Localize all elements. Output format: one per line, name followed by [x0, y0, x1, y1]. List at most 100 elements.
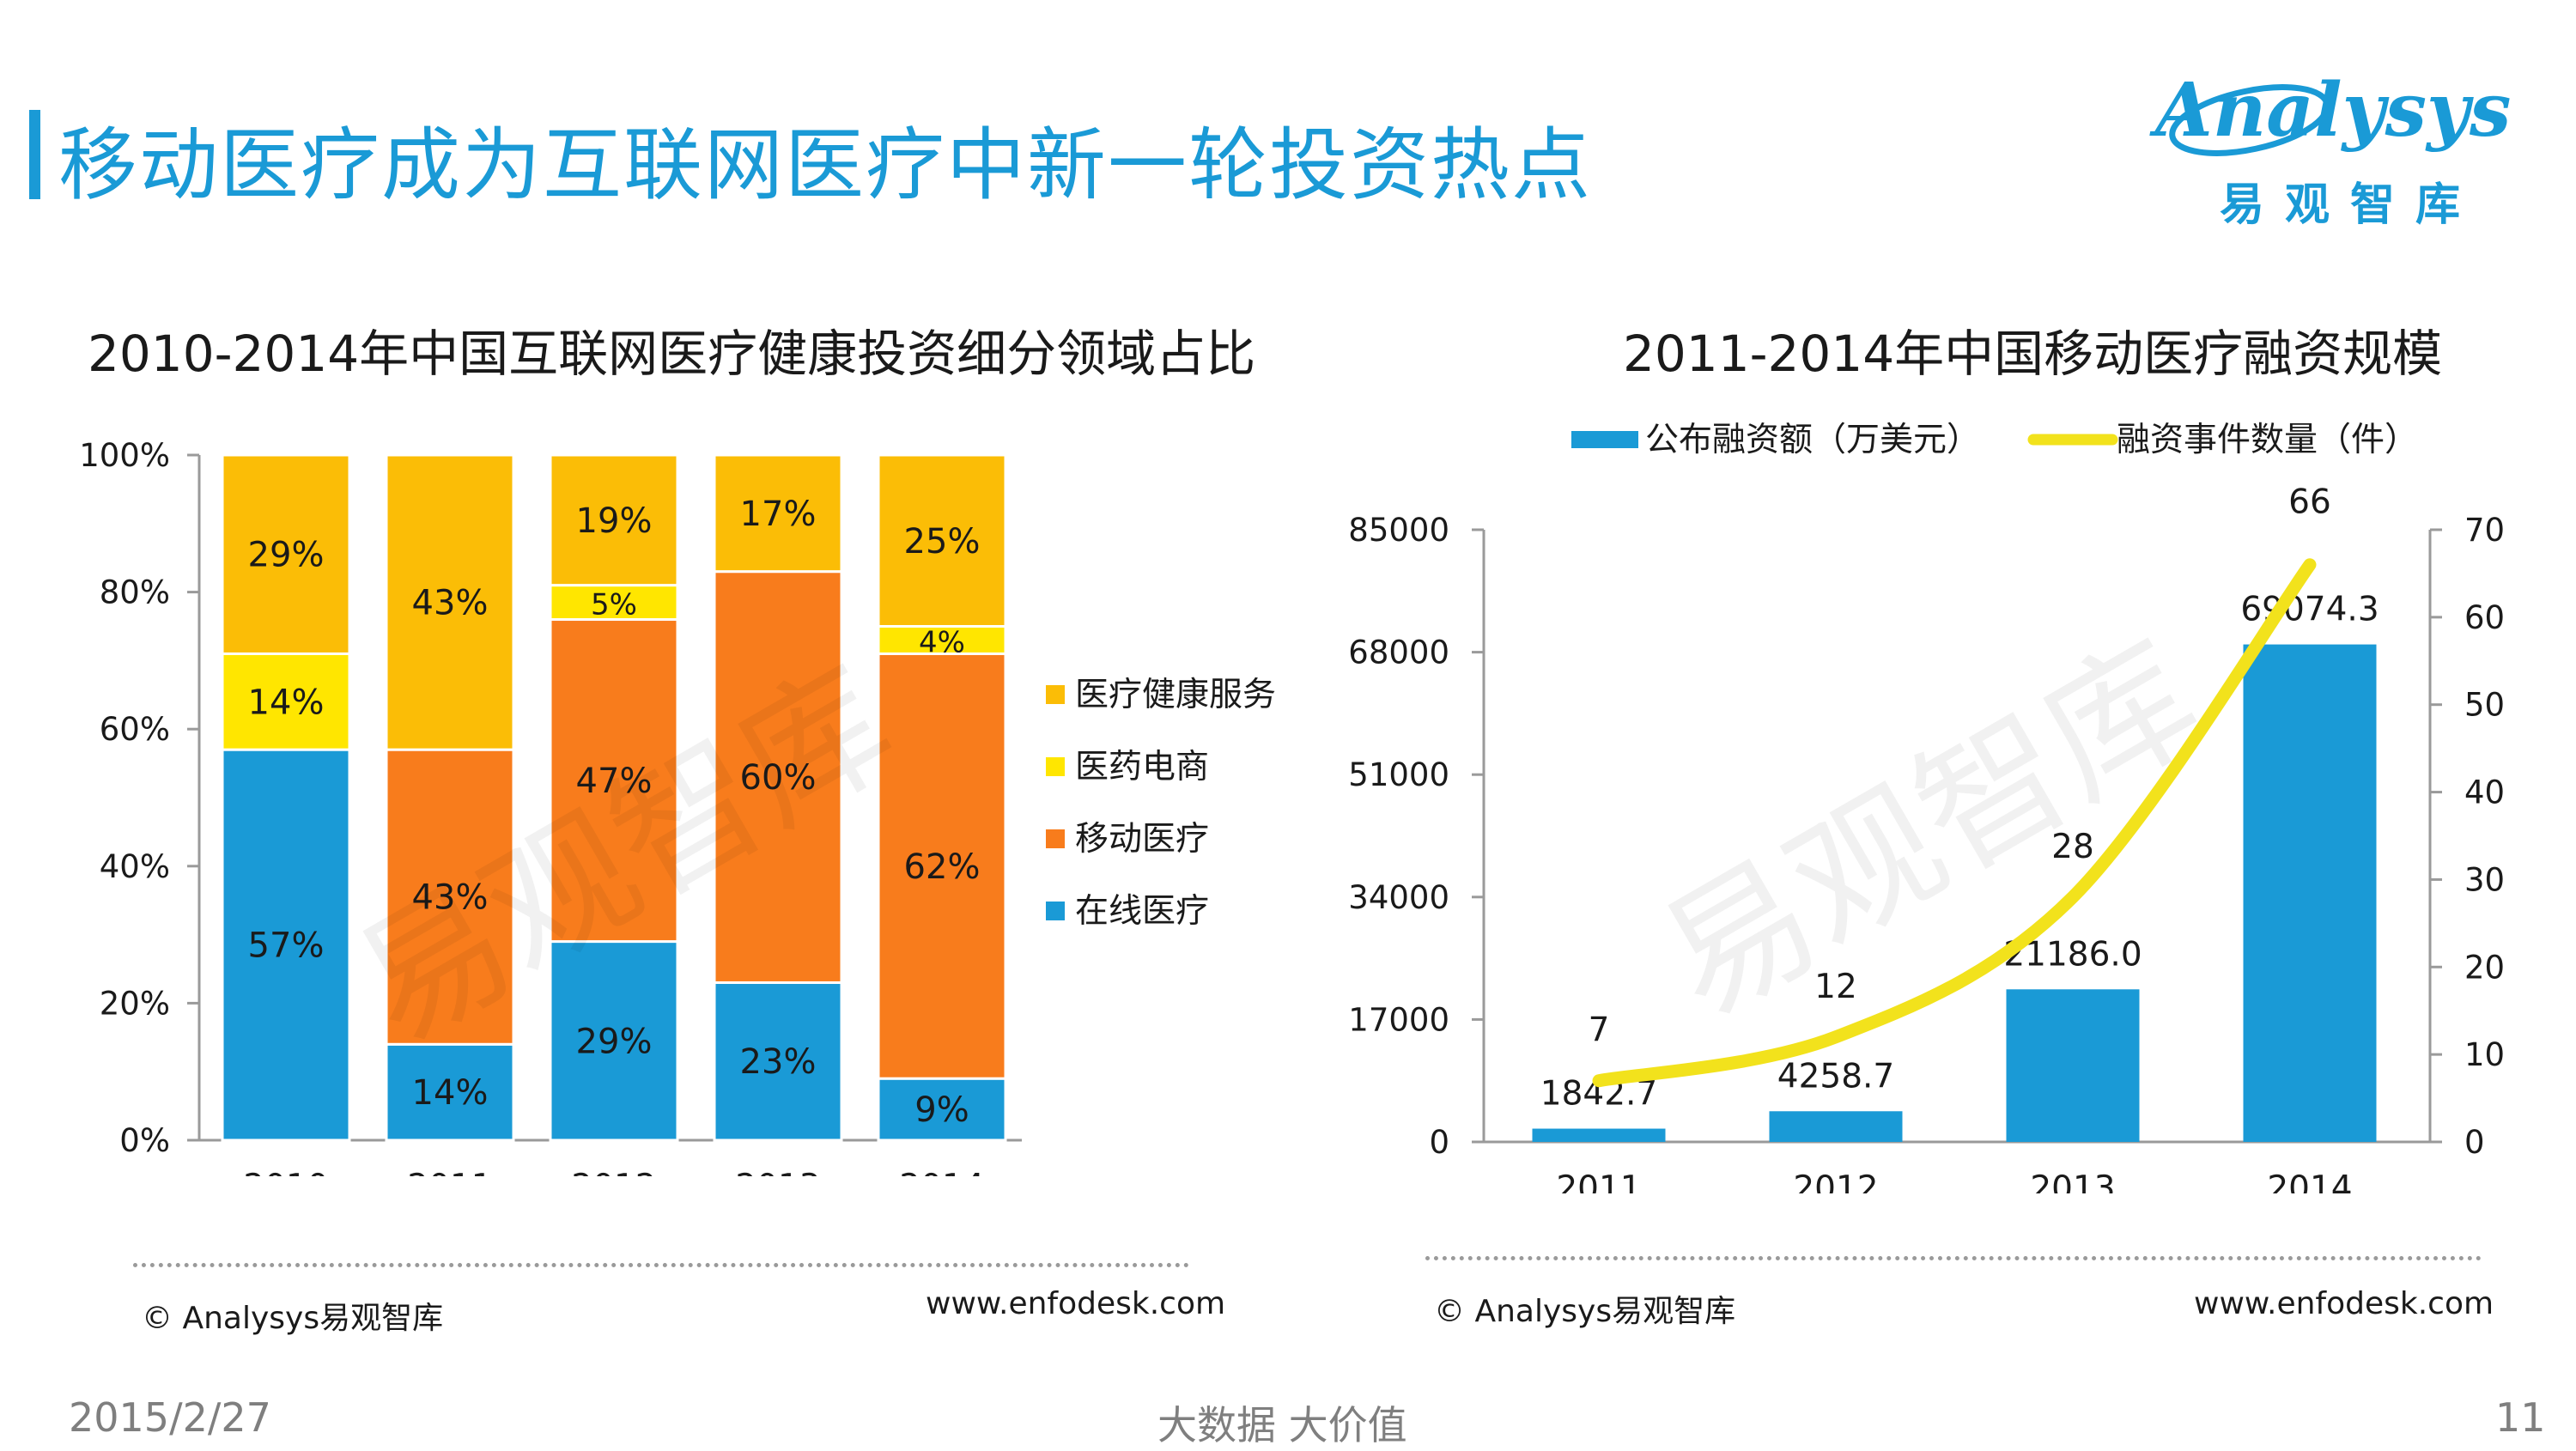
right-bar [1532, 1128, 1666, 1142]
left-bar-segment [877, 625, 1007, 655]
right-line-label: 12 [1814, 968, 1857, 1006]
left-data-label: 57% [248, 926, 325, 966]
left-chart-title: 2010-2014年中国互联网医疗健康投资细分领域占比 [88, 325, 1256, 383]
right-x-tick-label: 2011 [1556, 1169, 1641, 1193]
left-x-tick-label: 2010 [243, 1168, 328, 1176]
logo-chinese: 易观智库 [2220, 179, 2482, 231]
left-bar-segment [713, 453, 843, 574]
page-date: 2015/2/27 [69, 1394, 271, 1441]
right-chart-title: 2011-2014年中国移动医疗融资规模 [1623, 325, 2443, 383]
left-bar-segment [549, 618, 679, 944]
left-legend-label: 移动医疗 [1075, 820, 1209, 859]
left-y-tick-label: 40% [100, 848, 170, 885]
right-left-tick-label: 51000 [1348, 756, 1449, 793]
right-bar [1769, 1111, 1903, 1142]
left-data-label: 29% [576, 1022, 653, 1061]
right-right-tick-label: 70 [2464, 512, 2505, 549]
left-data-label: 29% [248, 536, 325, 575]
right-right-tick-label: 10 [2464, 1036, 2505, 1073]
left-bar-segment [385, 453, 515, 751]
right-right-tick-label: 0 [2464, 1124, 2485, 1161]
left-bar-segment [877, 453, 1007, 628]
left-data-label: 14% [248, 683, 325, 722]
left-footer-divider [133, 1263, 1189, 1267]
left-data-label: 25% [904, 522, 981, 562]
page-number: 11 [2495, 1394, 2546, 1441]
left-legend-swatch [1046, 829, 1065, 848]
title-accent-bar [29, 110, 40, 199]
right-bar [2006, 989, 2140, 1142]
left-legend-label: 医疗健康服务 [1075, 676, 1276, 714]
left-source: © Analysys易观智库 [142, 1301, 444, 1336]
left-bar-segment [385, 1042, 515, 1142]
left-x-tick-label: 2012 [571, 1168, 656, 1176]
left-data-label: 47% [576, 762, 653, 801]
right-left-tick-label: 17000 [1348, 1001, 1449, 1038]
right-left-tick-label: 68000 [1348, 634, 1449, 671]
right-bar-label: 69074.3 [2240, 591, 2379, 629]
left-x-tick-label: 2011 [407, 1168, 492, 1176]
right-right-tick-label: 40 [2464, 774, 2505, 811]
analysys-logo: Analysys 易观智库 [2155, 67, 2524, 239]
left-data-label: 14% [412, 1073, 489, 1113]
left-bar-segment [877, 1077, 1007, 1142]
left-bar-segment [221, 748, 351, 1142]
left-legend-swatch [1046, 757, 1065, 776]
left-data-label: 4% [919, 625, 965, 659]
right-line-label: 66 [2288, 483, 2331, 522]
right-line-series [1592, 558, 2317, 1088]
left-y-tick-label: 60% [100, 711, 170, 748]
left-bar-segment [877, 652, 1007, 1080]
left-y-tick-label: 0% [119, 1122, 170, 1159]
left-y-tick-label: 20% [100, 985, 170, 1022]
left-url: www.enfodesk.com [926, 1286, 1226, 1321]
left-data-label: 9% [914, 1090, 969, 1130]
left-legend-label: 在线医疗 [1075, 892, 1209, 931]
right-right-tick-label: 60 [2464, 599, 2505, 636]
left-data-label: 62% [904, 847, 981, 887]
right-footer-divider [1425, 1256, 2482, 1260]
left-x-tick-label: 2014 [899, 1168, 984, 1176]
left-bar-segment [221, 652, 351, 751]
right-url: www.enfodesk.com [2194, 1286, 2494, 1321]
left-bar-segment [713, 570, 843, 984]
left-data-label: 19% [576, 501, 653, 541]
left-bar-segment [713, 980, 843, 1142]
right-right-tick-label: 20 [2464, 949, 2505, 986]
left-data-label: 43% [412, 878, 489, 918]
right-left-tick-label: 85000 [1348, 512, 1449, 549]
left-bar-segment [549, 940, 679, 1142]
right-legend-bar-label: 公布融资额（万美元） [1645, 421, 1980, 459]
right-legend-line-label: 融资事件数量（件） [2117, 421, 2418, 459]
left-stacked-bar-chart: 0% 20% 40% 60% 80% 100% 57% 14% 29% 2010 14% 43% 43%… [79, 437, 1276, 1176]
logo-wordmark: Analysys [2155, 67, 2512, 154]
left-data-label: 43% [412, 584, 489, 623]
left-data-label: 60% [740, 758, 817, 798]
left-data-label: 17% [740, 495, 817, 534]
left-y-tick-label: 80% [100, 574, 170, 611]
right-right-tick-label: 30 [2464, 861, 2505, 898]
right-line-label: 28 [2051, 828, 2094, 866]
left-data-label: 5% [591, 588, 637, 622]
left-data-label: 23% [740, 1042, 817, 1082]
right-bar-label: 4258.7 [1777, 1057, 1894, 1096]
left-legend-swatch [1046, 685, 1065, 704]
left-x-tick-label: 2013 [735, 1168, 820, 1176]
page-slogan: 大数据 大价值 [1157, 1402, 1407, 1448]
page-title: 移动医疗成为互联网医疗中新一轮投资热点 [58, 119, 1593, 211]
left-legend-swatch [1046, 902, 1065, 920]
left-y-tick-label: 100% [79, 437, 170, 474]
right-line-label: 7 [1589, 1011, 1610, 1050]
right-bar [2243, 644, 2377, 1142]
right-bar-line-chart: 0 17000 34000 51000 68000 85000 0 10 20 30 40 50 60 7… [1348, 421, 2505, 1193]
right-x-tick-label: 2013 [2030, 1169, 2115, 1193]
right-right-tick-label: 50 [2464, 687, 2505, 724]
logo-swoosh-icon [2169, 84, 2330, 156]
left-bar-segment [221, 453, 351, 655]
right-x-tick-label: 2012 [1793, 1169, 1878, 1193]
right-legend-bar-swatch [1571, 431, 1638, 448]
left-bar-segment [549, 453, 679, 587]
right-x-tick-label: 2014 [2267, 1169, 2352, 1193]
left-bar-segment [385, 748, 515, 1046]
right-left-tick-label: 0 [1429, 1124, 1449, 1161]
